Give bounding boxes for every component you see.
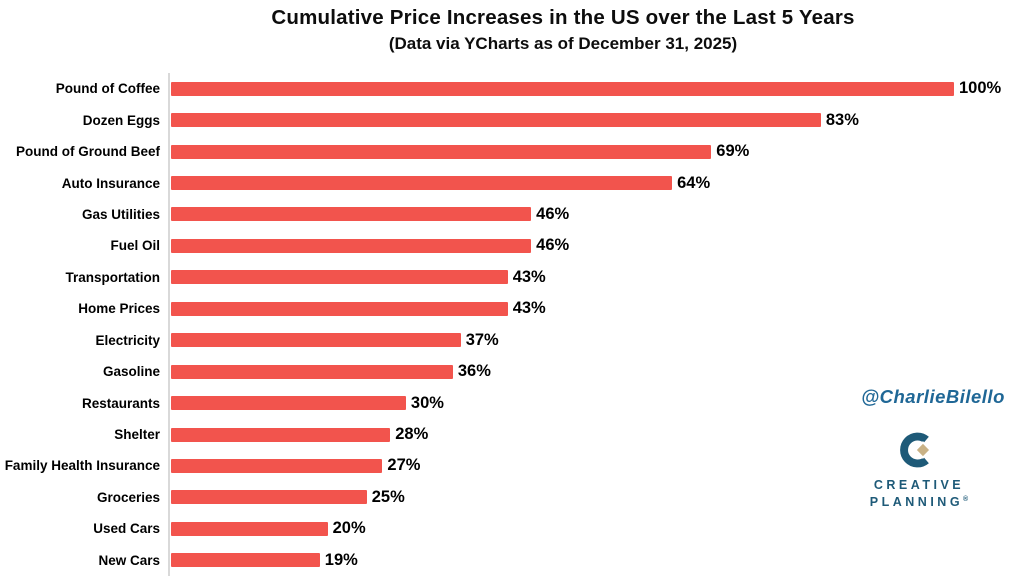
category-label: Pound of Ground Beef (16, 144, 160, 160)
chart-rows: Pound of Coffee 100% Dozen Eggs 83% Pound of… (0, 73, 1014, 576)
value-label: 28% (395, 425, 429, 444)
category-label: Auto Insurance (61, 175, 160, 191)
chart-row: Used Cars 20% (0, 513, 1014, 544)
category-label: Dozen Eggs (82, 112, 160, 128)
category-label: Used Cars (93, 521, 160, 537)
category-label: Gas Utilities (81, 206, 160, 222)
value-label: 20% (332, 519, 366, 538)
chart-row: Family Health Insurance 27% (0, 450, 1014, 481)
bar (171, 270, 508, 285)
chart-subtitle: (Data via YCharts as of December 31, 202… (388, 34, 738, 53)
value-label: 25% (371, 487, 405, 506)
value-label: 64% (677, 173, 711, 192)
chart-row: Auto Insurance 64% (0, 167, 1014, 198)
bar (171, 364, 453, 379)
value-label: 100% (959, 79, 1002, 98)
value-label: 43% (512, 267, 546, 286)
bar (171, 396, 406, 411)
bar (171, 238, 532, 253)
chart-row: Transportation 43% (0, 262, 1014, 293)
category-label: Home Prices (78, 301, 160, 317)
value-label: 46% (536, 236, 570, 255)
value-label: 43% (512, 299, 546, 318)
logo-c-icon (900, 432, 932, 468)
category-label: Transportation (65, 269, 160, 285)
creative-planning-logo: CREATIVE PLANNING® (854, 431, 984, 511)
bar (171, 427, 391, 442)
bar (171, 207, 532, 222)
value-label: 36% (457, 362, 491, 381)
chart-row: Fuel Oil 46% (0, 230, 1014, 261)
value-label: 19% (324, 550, 358, 569)
bar (171, 113, 821, 128)
category-label: Restaurants (81, 395, 160, 411)
category-axis-line (168, 73, 170, 576)
chart-row: Dozen Eggs 83% (0, 104, 1014, 135)
category-label: New Cars (98, 552, 160, 568)
chart-row: Gasoline 36% (0, 356, 1014, 387)
chart-row: New Cars 19% (0, 545, 1014, 576)
category-label: Electricity (95, 332, 160, 348)
value-label: 37% (465, 330, 499, 349)
category-label: Fuel Oil (110, 238, 160, 254)
bar (171, 553, 320, 568)
chart-row: Gas Utilities 46% (0, 199, 1014, 230)
chart-row: Electricity 37% (0, 325, 1014, 356)
bar (171, 333, 461, 348)
chart-row: Restaurants 30% (0, 387, 1014, 418)
chart-title: Cumulative Price Increases in the US ove… (271, 6, 855, 29)
category-label: Family Health Insurance (4, 458, 160, 474)
bar (171, 490, 367, 505)
category-label: Shelter (114, 427, 160, 443)
category-label: Gasoline (102, 364, 160, 380)
logo-line1: CREATIVE (873, 478, 965, 492)
bar (171, 458, 383, 473)
chart-row: Groceries 25% (0, 482, 1014, 513)
logo-wordmark: CREATIVE PLANNING® (854, 477, 984, 511)
title-block: Cumulative Price Increases in the US ove… (112, 6, 1014, 54)
chart-row: Pound of Ground Beef 69% (0, 136, 1014, 167)
value-label: 30% (410, 393, 444, 412)
bar (171, 301, 508, 316)
registered-mark: ® (963, 495, 969, 503)
value-label: 46% (536, 204, 570, 223)
chart-row: Shelter 28% (0, 419, 1014, 450)
bar (171, 176, 673, 191)
bar-chart: Pound of Coffee 100% Dozen Eggs 83% Pound of… (0, 73, 1014, 576)
logo-line2: PLANNING (869, 494, 964, 509)
value-label: 27% (387, 456, 421, 475)
chart-row: Pound of Coffee 100% (0, 73, 1014, 104)
watermark-handle: @CharlieBilello (861, 386, 1005, 407)
bar (171, 144, 712, 159)
chart-row: Home Prices 43% (0, 293, 1014, 324)
category-label: Groceries (96, 489, 160, 505)
value-label: 69% (716, 142, 750, 161)
category-label: Pound of Coffee (55, 81, 160, 97)
bar (171, 81, 954, 96)
bar (171, 521, 328, 536)
value-label: 83% (825, 110, 859, 129)
